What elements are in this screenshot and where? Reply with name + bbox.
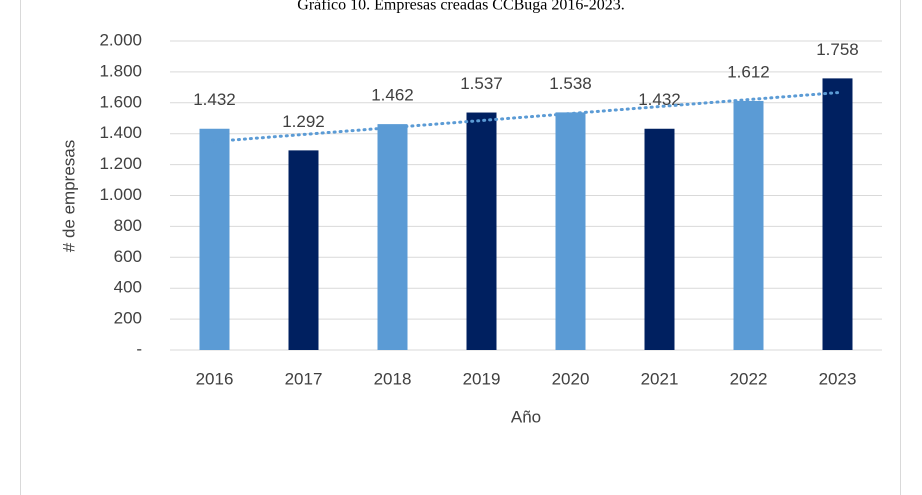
value-label: 1.462 (371, 86, 414, 105)
y-tick-label: 1.600 (99, 92, 142, 111)
y-axis-label: # de empresas (59, 140, 78, 252)
y-tick-label: 2.000 (99, 30, 142, 49)
x-axis-label: Año (511, 407, 541, 426)
bar (377, 124, 408, 350)
value-label: 1.538 (549, 74, 592, 93)
y-tick-label: 1.200 (99, 154, 142, 173)
x-tick-label: 2023 (819, 369, 857, 388)
value-label: 1.537 (460, 74, 503, 93)
y-tick-label: - (136, 339, 142, 358)
x-tick-label: 2021 (641, 369, 679, 388)
bar (555, 112, 586, 350)
value-label: 1.612 (727, 62, 770, 81)
bar (644, 128, 675, 350)
y-tick-label: 1.800 (99, 61, 142, 80)
x-tick-label: 2017 (285, 369, 323, 388)
y-tick-label: 400 (114, 278, 142, 297)
chart-title: Gráfico 10. Empresas creadas CCBuga 2016… (297, 0, 624, 14)
value-label: 1.758 (816, 40, 859, 59)
x-tick-label: 2016 (196, 369, 234, 388)
bar (733, 100, 764, 350)
bar (199, 128, 230, 350)
y-tick-label: 600 (114, 247, 142, 266)
x-tick-label: 2020 (552, 369, 590, 388)
x-tick-label: 2019 (463, 369, 501, 388)
x-tick-label: 2018 (374, 369, 412, 388)
y-tick-label: 1.400 (99, 123, 142, 142)
bar (466, 112, 497, 350)
trendline (213, 91, 839, 143)
value-label: 1.432 (193, 90, 236, 109)
value-label: 1.292 (282, 112, 325, 131)
y-tick-label: 200 (114, 309, 142, 328)
y-tick-label: 1.000 (99, 185, 142, 204)
bar (288, 150, 319, 350)
bar (822, 78, 853, 350)
x-tick-label: 2022 (730, 369, 768, 388)
y-tick-label: 800 (114, 216, 142, 235)
